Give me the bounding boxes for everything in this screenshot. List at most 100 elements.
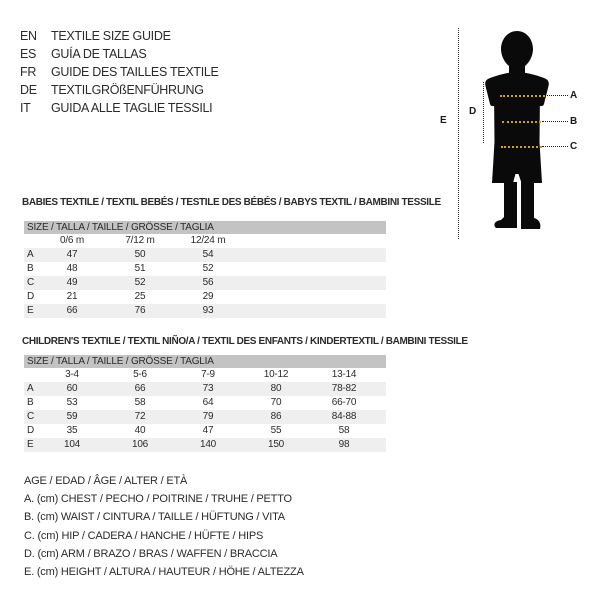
legend-item-waist: B. (cm) WAIST / CINTURA / TAILLE / HÜFTU… <box>24 511 285 524</box>
cell-value: 66 <box>66 305 78 316</box>
cell-value: 58 <box>338 425 350 436</box>
babies-table-title: BABIES TEXTILE / TEXTIL BEBÉS / TESTILE … <box>22 197 441 208</box>
cell-value: 53 <box>66 397 78 408</box>
chest-measure-line <box>500 95 545 97</box>
language-label: GUÍA DE TALLAS <box>51 47 147 61</box>
table-row: E 66 76 93 <box>24 304 386 318</box>
babies-size-header: SIZE / TALLA / TAILLE / GRÖSSE / TAGLIA <box>24 221 386 234</box>
cell-value: 72 <box>134 411 146 422</box>
row-label: B <box>27 397 34 408</box>
language-label: TEXTILGRÖßENFÜHRUNG <box>51 83 204 97</box>
language-code: FR <box>20 65 37 79</box>
legend-item-chest: A. (cm) CHEST / PECHO / POITRINE / TRUHE… <box>24 493 292 506</box>
cell-value: 35 <box>66 425 78 436</box>
column-header: 13-14 <box>331 369 357 380</box>
language-row: DE TEXTILGRÖßENFÜHRUNG <box>20 81 219 99</box>
row-label: A <box>27 383 34 394</box>
cell-value: 106 <box>131 439 149 450</box>
column-header: 12/24 m <box>190 235 226 246</box>
cell-value: 25 <box>134 291 146 302</box>
table-row: A 47 50 54 <box>24 248 386 262</box>
row-label: B <box>27 263 34 274</box>
table-row: A 60 66 73 80 78-82 <box>24 382 386 396</box>
table-row: D 35 40 47 55 58 <box>24 424 386 438</box>
language-row: ES GUÍA DE TALLAS <box>20 45 219 63</box>
table-row: B 53 58 64 70 66-70 <box>24 396 386 410</box>
cell-value: 54 <box>202 249 214 260</box>
cell-value: 76 <box>134 305 146 316</box>
height-measure-line <box>458 28 459 239</box>
cell-value: 104 <box>63 439 81 450</box>
row-label: D <box>27 425 35 436</box>
marker-label-hip: C <box>570 141 578 152</box>
hip-callout-line <box>542 146 568 147</box>
column-header: 7-9 <box>201 369 215 380</box>
cell-value: 66-70 <box>331 397 357 408</box>
cell-value: 50 <box>134 249 146 260</box>
cell-value: 98 <box>338 439 350 450</box>
row-label: A <box>27 249 34 260</box>
children-table-title: CHILDREN'S TEXTILE / TEXTIL NIÑO/A / TEX… <box>22 336 468 347</box>
table-row: E 104 106 140 150 98 <box>24 438 386 452</box>
cell-value: 55 <box>270 425 282 436</box>
language-row: FR GUIDE DES TAILLES TEXTILE <box>20 63 219 81</box>
column-header: 7/12 m <box>125 235 155 246</box>
cell-value: 73 <box>202 383 214 394</box>
arm-measure-line <box>483 82 484 143</box>
cell-value: 140 <box>199 439 217 450</box>
cell-value: 51 <box>134 263 146 274</box>
language-code: DE <box>20 83 37 97</box>
column-header: 0/6 m <box>59 235 84 246</box>
cell-value: 52 <box>134 277 146 288</box>
legend-age-line: AGE / EDAD / ÂGE / ALTER / ETÀ <box>24 475 188 487</box>
row-label: C <box>27 411 35 422</box>
cell-value: 70 <box>270 397 282 408</box>
column-header: 10-12 <box>263 369 289 380</box>
cell-value: 86 <box>270 411 282 422</box>
language-code: IT <box>20 101 31 115</box>
language-code: EN <box>20 29 37 43</box>
chest-callout-line <box>547 95 568 96</box>
row-label: D <box>27 291 35 302</box>
cell-value: 66 <box>134 383 146 394</box>
children-column-header-row: 3-4 5-6 7-9 10-12 13-14 <box>24 368 386 382</box>
language-label: TEXTILE SIZE GUIDE <box>51 29 171 43</box>
column-header: 3-4 <box>65 369 79 380</box>
legend-item-hip: C. (cm) HIP / CADERA / HANCHE / HÜFTE / … <box>24 529 264 542</box>
child-silhouette-icon <box>485 31 549 229</box>
waist-callout-line <box>542 121 568 122</box>
marker-label-waist: B <box>570 116 578 127</box>
legend-item-arm: D. (cm) ARM / BRAZO / BRAS / WAFFEN / BR… <box>24 547 278 560</box>
cell-value: 47 <box>66 249 78 260</box>
language-label: GUIDA ALLE TAGLIE TESSILI <box>51 101 213 115</box>
language-list: EN TEXTILE SIZE GUIDE ES GUÍA DE TALLAS … <box>20 27 219 117</box>
language-row: IT GUIDA ALLE TAGLIE TESSILI <box>20 99 219 117</box>
language-label: GUIDE DES TAILLES TEXTILE <box>51 65 219 79</box>
cell-value: 40 <box>134 425 146 436</box>
table-row: D 21 25 29 <box>24 290 386 304</box>
cell-value: 59 <box>66 411 78 422</box>
table-row: B 48 51 52 <box>24 262 386 276</box>
cell-value: 29 <box>202 291 214 302</box>
children-table: SIZE / TALLA / TAILLE / GRÖSSE / TAGLIA … <box>24 355 386 452</box>
row-label: C <box>27 277 35 288</box>
children-size-header: SIZE / TALLA / TAILLE / GRÖSSE / TAGLIA <box>24 355 386 368</box>
cell-value: 78-82 <box>331 383 357 394</box>
waist-measure-line <box>502 121 541 123</box>
row-label: E <box>27 305 34 316</box>
cell-value: 48 <box>66 263 78 274</box>
cell-value: 64 <box>202 397 214 408</box>
marker-label-height: E <box>440 115 447 126</box>
babies-column-header-row: 0/6 m 7/12 m 12/24 m <box>24 234 386 248</box>
marker-label-chest: A <box>570 90 578 101</box>
cell-value: 60 <box>66 383 78 394</box>
cell-value: 84-88 <box>331 411 357 422</box>
language-code: ES <box>20 47 37 61</box>
cell-value: 47 <box>202 425 214 436</box>
column-header: 5-6 <box>133 369 147 380</box>
row-label: E <box>27 439 34 450</box>
table-row: C 59 72 79 86 84-88 <box>24 410 386 424</box>
cell-value: 52 <box>202 263 214 274</box>
marker-label-arm: D <box>469 106 477 117</box>
